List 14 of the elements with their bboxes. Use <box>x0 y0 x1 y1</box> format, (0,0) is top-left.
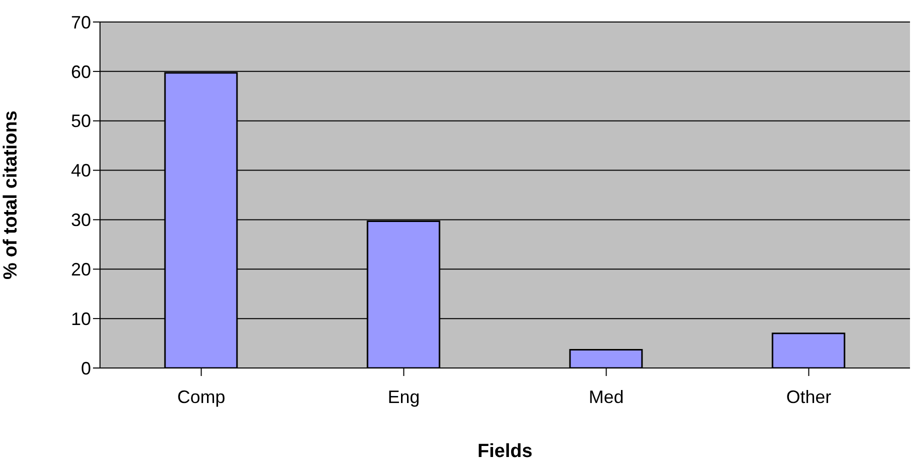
x-tick-label: Other <box>786 386 832 407</box>
y-tick-label: 20 <box>70 260 91 280</box>
x-tick-label: Comp <box>177 386 226 407</box>
y-tick-label: 10 <box>70 308 91 329</box>
y-axis-title: % of total citations <box>0 110 22 280</box>
x-tick-label: Eng <box>388 386 420 407</box>
y-tick-label: 0 <box>80 358 91 378</box>
y-tick-label: 60 <box>70 62 91 82</box>
y-tick-label: 40 <box>70 160 91 181</box>
y-tick-label: 70 <box>70 12 91 32</box>
y-tick-label: 50 <box>70 111 91 132</box>
x-tick-label: Med <box>588 386 624 407</box>
y-tick-label: 30 <box>70 210 91 230</box>
x-axis-title: Fields <box>478 441 532 459</box>
